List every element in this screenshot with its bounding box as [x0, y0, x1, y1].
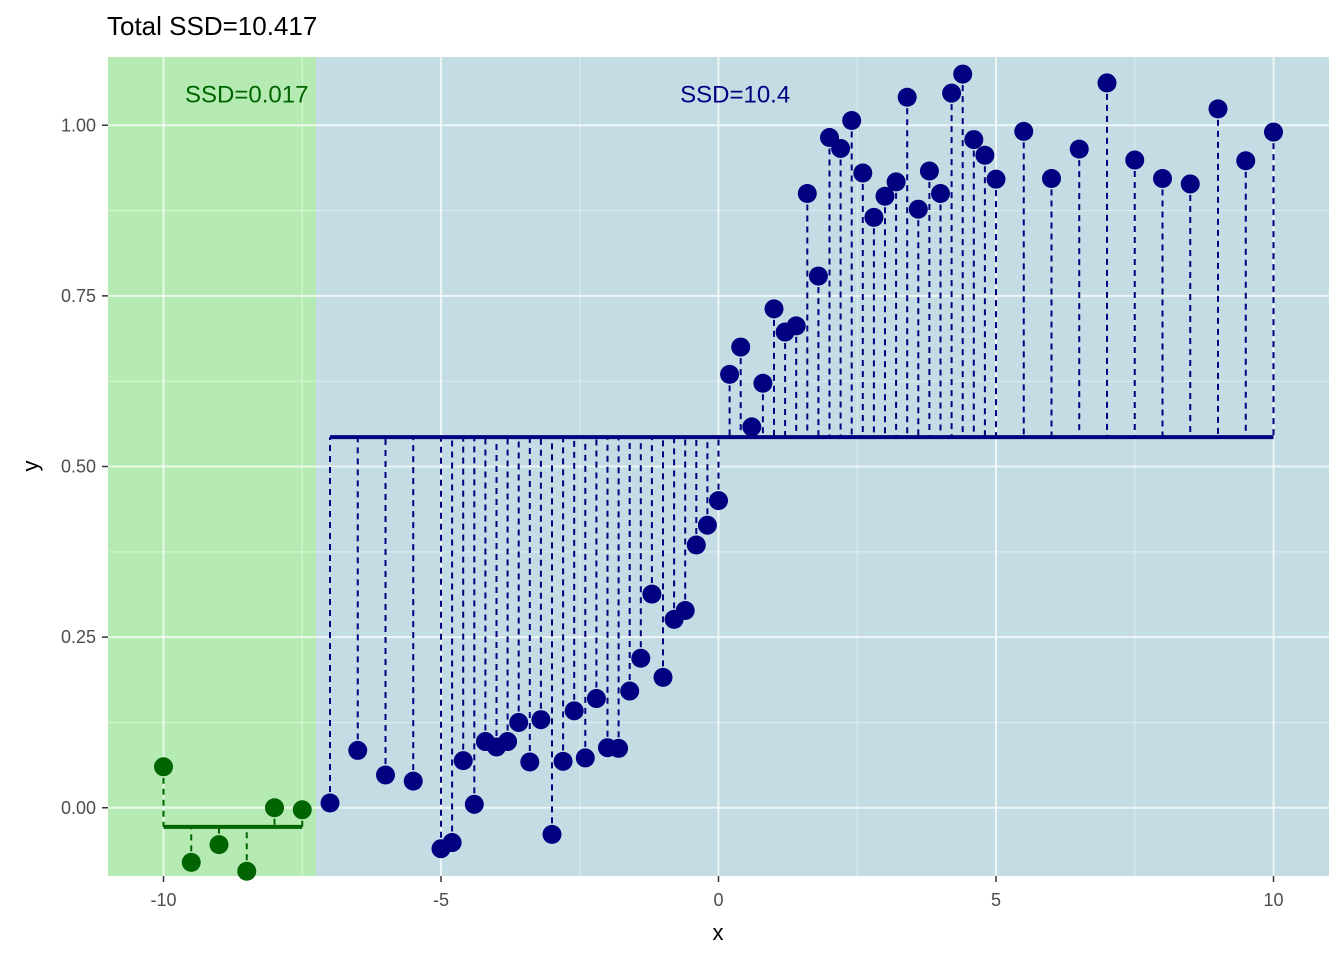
data-point — [1069, 139, 1089, 159]
data-point — [1208, 99, 1228, 119]
x-tick-label: 5 — [991, 890, 1001, 910]
data-point — [764, 299, 784, 319]
data-point — [209, 835, 229, 855]
region-2: SSD=10.4 — [320, 64, 1283, 859]
x-tick-label: -5 — [433, 890, 449, 910]
data-point — [931, 184, 950, 203]
data-point — [953, 64, 973, 84]
data-point — [1180, 174, 1200, 194]
data-point — [1125, 150, 1145, 170]
region-ssd-label: SSD=10.4 — [680, 82, 790, 109]
chart-title: Total SSD=10.417 — [107, 11, 317, 41]
data-point — [553, 751, 573, 771]
data-point — [564, 701, 584, 721]
data-point — [403, 771, 423, 791]
data-point — [520, 752, 540, 772]
plot-panel: SSD=0.017 SSD=10.4 — [108, 57, 1329, 881]
data-point — [697, 515, 717, 535]
data-point — [1097, 73, 1117, 93]
data-point — [575, 748, 595, 768]
data-point — [531, 710, 551, 730]
data-point — [237, 861, 257, 881]
data-point — [653, 667, 673, 687]
data-point — [1264, 122, 1283, 142]
data-point — [886, 172, 906, 192]
data-point — [853, 163, 873, 183]
y-axis-title: y — [18, 461, 43, 472]
data-point — [320, 793, 340, 813]
data-point — [897, 87, 917, 107]
data-point — [720, 364, 740, 384]
data-point — [1014, 121, 1034, 141]
region-1: SSD=0.017 — [154, 82, 312, 881]
data-point — [181, 852, 201, 872]
data-point — [731, 337, 751, 357]
data-point — [808, 266, 828, 286]
x-axis: -10 -5 0 5 10 — [150, 876, 1284, 910]
data-point — [675, 601, 695, 621]
data-point — [620, 681, 640, 701]
x-tick-label: -10 — [150, 890, 176, 910]
data-point — [797, 184, 817, 203]
data-point — [1153, 168, 1172, 188]
data-point — [753, 373, 773, 393]
data-point — [842, 110, 862, 130]
data-point — [542, 824, 562, 844]
data-point — [348, 740, 368, 760]
data-point — [975, 145, 995, 165]
region-ssd-label: SSD=0.017 — [185, 82, 308, 109]
data-point — [709, 491, 728, 511]
y-axis: 0.00 0.25 0.50 0.75 1.00 — [61, 115, 108, 818]
data-point — [1042, 168, 1061, 188]
data-point — [686, 535, 706, 555]
y-tick-label: 0.25 — [61, 627, 96, 647]
x-tick-label: 0 — [713, 890, 723, 910]
data-point — [742, 417, 762, 437]
data-point — [498, 732, 518, 752]
data-point — [864, 207, 884, 227]
data-point — [509, 712, 529, 732]
y-tick-label: 1.00 — [61, 115, 96, 135]
data-point — [453, 751, 473, 771]
data-point — [908, 199, 928, 219]
data-point — [292, 800, 312, 820]
data-point — [464, 794, 484, 814]
y-tick-label: 0.00 — [61, 798, 96, 818]
data-point — [919, 161, 939, 181]
x-axis-title: x — [713, 920, 724, 945]
x-tick-label: 10 — [1263, 890, 1283, 910]
data-point — [586, 689, 606, 709]
data-point — [376, 765, 395, 785]
data-point — [875, 186, 895, 206]
data-point — [609, 738, 629, 758]
data-point — [986, 169, 1006, 189]
data-point — [265, 798, 284, 818]
data-point — [1236, 151, 1256, 171]
y-tick-label: 0.75 — [61, 286, 96, 306]
y-tick-label: 0.50 — [61, 457, 96, 477]
data-point — [786, 316, 806, 336]
data-point — [442, 833, 462, 853]
data-point — [154, 757, 173, 777]
data-point — [631, 648, 651, 668]
data-point — [642, 584, 662, 604]
data-point — [964, 130, 984, 150]
data-point — [831, 138, 851, 158]
data-point — [942, 83, 962, 103]
